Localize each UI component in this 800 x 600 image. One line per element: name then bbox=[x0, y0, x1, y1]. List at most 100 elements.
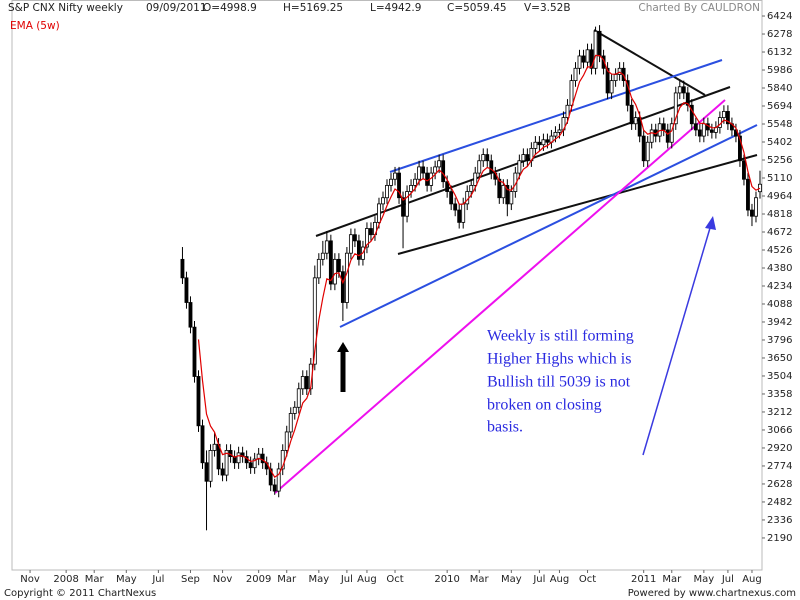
candle-body bbox=[750, 209, 754, 217]
y-tick-label: 6278 bbox=[767, 29, 792, 40]
credit: Charted By CAULDRON bbox=[638, 2, 760, 14]
candle-body bbox=[260, 453, 265, 464]
x-tick-label: Mar bbox=[277, 574, 297, 585]
x-tick-label: Aug bbox=[742, 574, 762, 585]
trend-line bbox=[389, 59, 723, 173]
annotation: Weekly is still forming Higher Highs whi… bbox=[487, 328, 634, 436]
y-tick-label: 2336 bbox=[767, 515, 792, 526]
candle-body bbox=[669, 123, 674, 143]
chart-title: S&P CNX Nifty weekly bbox=[8, 2, 123, 14]
candle-body bbox=[525, 154, 530, 162]
y-tick-label: 3212 bbox=[767, 407, 792, 418]
y-tick-label: 5548 bbox=[767, 119, 792, 130]
candle-body bbox=[340, 271, 345, 303]
x-tick-label: May bbox=[116, 574, 137, 585]
candle-body bbox=[212, 443, 217, 451]
candle-body bbox=[693, 123, 698, 131]
y-tick-label: 3650 bbox=[767, 353, 792, 364]
candle-body bbox=[613, 74, 618, 82]
candle-body bbox=[457, 209, 462, 223]
quote: O=4998.9 bbox=[203, 2, 257, 14]
candle-body bbox=[593, 30, 598, 69]
y-tick-label: 4088 bbox=[767, 299, 792, 310]
candle-body bbox=[697, 129, 702, 137]
annotation-line: broken on closing bbox=[487, 397, 602, 414]
candle-body bbox=[585, 49, 590, 63]
candle-body bbox=[433, 166, 438, 174]
candle-body bbox=[481, 154, 486, 162]
candle-body bbox=[184, 277, 189, 303]
candle-body bbox=[276, 468, 281, 492]
candle-body bbox=[581, 55, 586, 63]
x-tick-label: Jul bbox=[340, 574, 353, 585]
trend-line bbox=[339, 124, 758, 328]
candle-body bbox=[272, 484, 277, 492]
candle-body bbox=[344, 252, 349, 303]
candle-body bbox=[742, 160, 746, 180]
y-tick-label: 3796 bbox=[767, 335, 792, 346]
candle-body bbox=[673, 92, 678, 125]
marks bbox=[180, 25, 762, 531]
candle-body bbox=[288, 413, 293, 433]
y-tick-label: 6132 bbox=[767, 47, 792, 58]
candle-body bbox=[397, 172, 401, 199]
candle-body bbox=[537, 141, 542, 146]
candle-body bbox=[649, 129, 654, 143]
candle-body bbox=[645, 141, 650, 162]
x-tick-label: Mar bbox=[85, 574, 105, 585]
candle-body bbox=[252, 458, 257, 469]
candle-body bbox=[477, 160, 482, 174]
y-tick-label: 4672 bbox=[767, 227, 792, 238]
powered-by: Powered by www.chartnexus.com bbox=[628, 588, 796, 599]
candle-body bbox=[689, 104, 694, 125]
y-tick-label: 5256 bbox=[767, 155, 792, 166]
candle-body bbox=[565, 104, 570, 118]
candle-body bbox=[192, 326, 197, 377]
candle-body bbox=[485, 154, 490, 162]
y-tick-label: 3066 bbox=[767, 425, 792, 436]
candle-body bbox=[489, 160, 494, 174]
x-tick-label: Mar bbox=[470, 574, 490, 585]
candle-body bbox=[421, 166, 426, 174]
candle-body bbox=[441, 160, 446, 183]
annotation-line: Weekly is still forming bbox=[487, 328, 634, 345]
candle-body bbox=[709, 129, 714, 133]
legend-entry: EMA (5w) bbox=[10, 20, 60, 32]
candle-body bbox=[617, 67, 622, 75]
candle-body bbox=[517, 160, 522, 174]
x-tick-label: Nov bbox=[20, 574, 40, 585]
y-tick-label: 5402 bbox=[767, 137, 792, 148]
candle-body bbox=[501, 184, 506, 199]
candle-body bbox=[280, 450, 285, 470]
candle-body bbox=[661, 123, 666, 131]
candle-body bbox=[589, 49, 594, 69]
x-tick-label: Jul bbox=[721, 574, 734, 585]
candle-body bbox=[180, 258, 185, 279]
x-tick-label: Oct bbox=[579, 574, 596, 585]
candle-body bbox=[758, 183, 762, 193]
y-tick-label: 4234 bbox=[767, 281, 792, 292]
y-tick-label: 2920 bbox=[767, 443, 792, 454]
candle-body bbox=[409, 184, 413, 192]
candle-body bbox=[605, 67, 610, 94]
candle-body bbox=[461, 203, 466, 223]
candle-body bbox=[320, 252, 325, 260]
candle-body bbox=[332, 258, 337, 285]
candle-body bbox=[597, 30, 602, 57]
candle-body bbox=[268, 468, 273, 486]
y-tick-label: 4526 bbox=[767, 245, 792, 256]
candle-body bbox=[365, 228, 369, 248]
candle-body bbox=[348, 234, 353, 254]
y-tick-label: 5110 bbox=[767, 173, 792, 184]
candle-body bbox=[677, 86, 682, 94]
x-tick-label: 2011 bbox=[631, 574, 656, 585]
y-tick-label: 5840 bbox=[767, 83, 792, 94]
plot-frame bbox=[11, 0, 763, 571]
quote: L=4942.9 bbox=[370, 2, 421, 14]
arrow-head bbox=[337, 342, 349, 352]
candle-body bbox=[681, 86, 686, 94]
candle-body bbox=[405, 191, 409, 217]
candle-body bbox=[577, 55, 582, 69]
